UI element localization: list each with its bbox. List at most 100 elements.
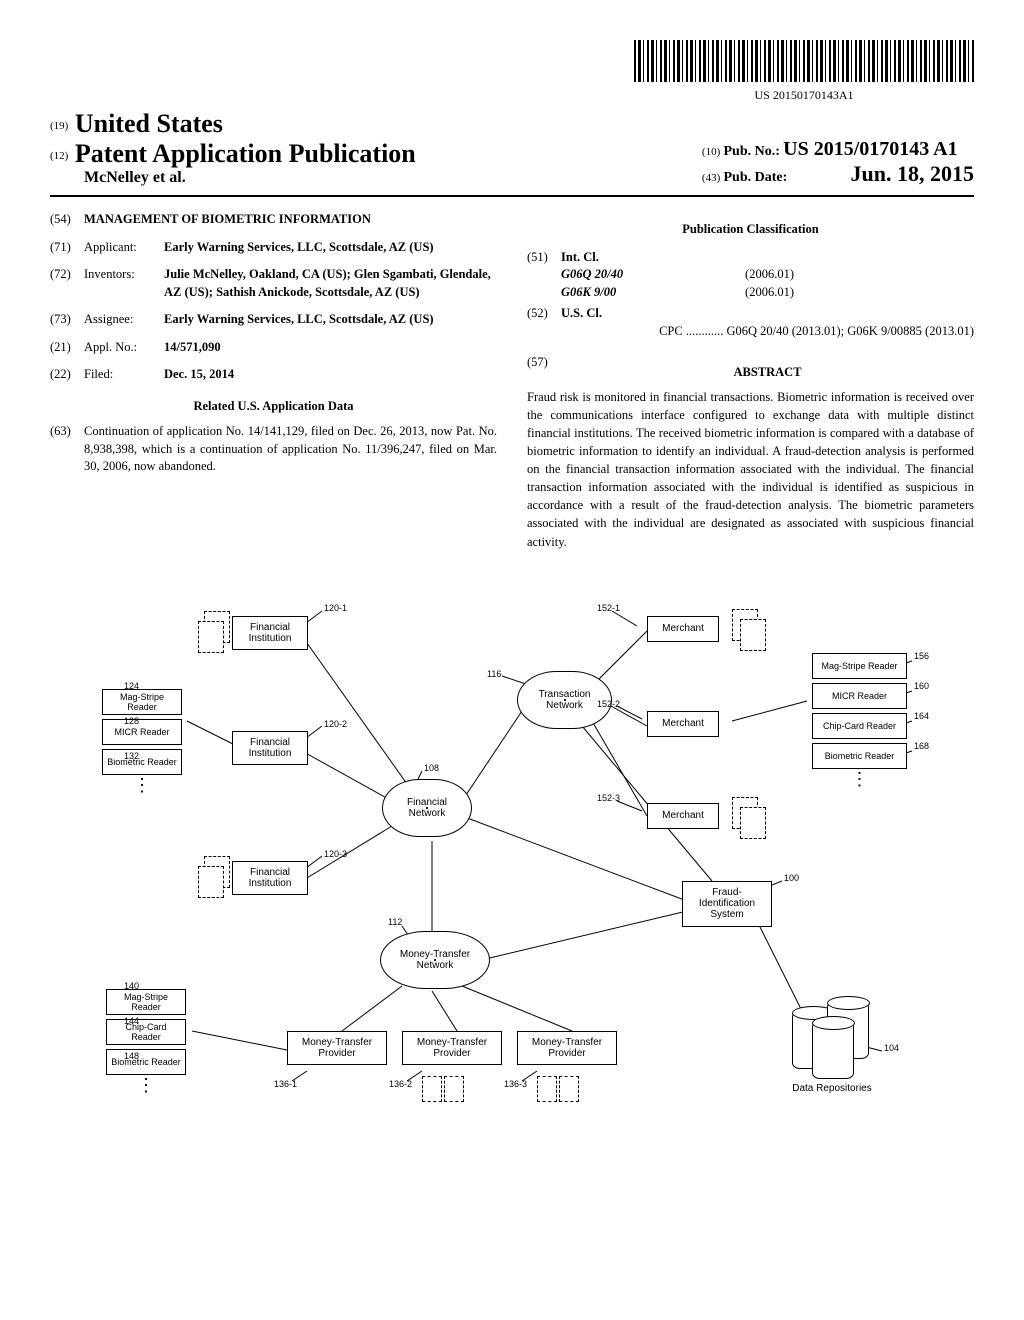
ghost-icon bbox=[559, 1076, 579, 1102]
pubno-value: US 2015/0170143 A1 bbox=[783, 138, 957, 160]
ref-160: 160 bbox=[914, 681, 929, 691]
fi-box-1: Financial Institution bbox=[232, 616, 308, 650]
pubdate-label: Pub. Date: bbox=[723, 170, 787, 185]
patent-figure: Financial Institution 120-1 Financial In… bbox=[92, 591, 932, 1151]
assignee-field: (73) Assignee: Early Warning Services, L… bbox=[50, 311, 497, 329]
ref-104: 104 bbox=[884, 1043, 899, 1053]
pubno-label: Pub. No.: bbox=[723, 144, 779, 159]
ghost-icon bbox=[537, 1076, 557, 1102]
reader-stack-left: Mag-Stripe Reader MICR Reader Biometric … bbox=[102, 689, 182, 790]
barcode-area: US 20150170143A1 bbox=[50, 40, 974, 103]
mag-stripe-reader: Mag-Stripe Reader bbox=[106, 989, 186, 1015]
cylinder-icon bbox=[812, 1021, 854, 1079]
assignee-value: Early Warning Services, LLC, Scottsdale,… bbox=[164, 311, 497, 329]
ref-136-1: 136-1 bbox=[274, 1079, 297, 1089]
mt-provider-2: Money-Transfer Provider bbox=[402, 1031, 502, 1065]
title-field: (54) MANAGEMENT OF BIOMETRIC INFORMATION bbox=[50, 211, 497, 229]
ref-132: 132 bbox=[124, 751, 139, 761]
ref-108: 108 bbox=[424, 763, 439, 773]
inventors-field: (72) Inventors: Julie McNelley, Oakland,… bbox=[50, 266, 497, 301]
pubtype-text: Patent Application Publication bbox=[75, 139, 416, 168]
pubtype-line: (12) Patent Application Publication bbox=[50, 139, 416, 169]
authors-line: McNelley et al. bbox=[84, 169, 416, 187]
country-line: (19) United States bbox=[50, 109, 416, 139]
intcl-code: (51) bbox=[527, 249, 561, 267]
biometric-reader: Biometric Reader bbox=[106, 1049, 186, 1075]
barcode-text: US 20150170143A1 bbox=[634, 88, 974, 103]
abstract-code: (57) bbox=[527, 354, 561, 388]
ref-152-1: 152-1 bbox=[597, 603, 620, 613]
abstract-heading: ABSTRACT bbox=[561, 364, 974, 382]
intcl-1-class: G06Q 20/40 bbox=[561, 266, 623, 284]
applicant-code: (71) bbox=[50, 239, 84, 257]
financial-network-cloud: Financial Network bbox=[382, 779, 472, 837]
ref-168: 168 bbox=[914, 741, 929, 751]
pubno-prefix: (10) bbox=[702, 146, 720, 158]
applicant-value: Early Warning Services, LLC, Scottsdale,… bbox=[164, 239, 497, 257]
mt-provider-3: Money-Transfer Provider bbox=[517, 1031, 617, 1065]
merchant-box-3: Merchant bbox=[647, 803, 719, 829]
continuation-text: Continuation of application No. 14/141,1… bbox=[84, 423, 497, 476]
ref-144: 144 bbox=[124, 1016, 139, 1026]
country-name: United States bbox=[75, 109, 223, 138]
dots-icon: ⋮ bbox=[102, 781, 182, 790]
mt-provider-1: Money-Transfer Provider bbox=[287, 1031, 387, 1065]
ghost-icon bbox=[422, 1076, 442, 1102]
fraud-system-box: Fraud-Identification System bbox=[682, 881, 772, 927]
applno-code: (21) bbox=[50, 339, 84, 357]
pubdate-value: Jun. 18, 2015 bbox=[851, 161, 974, 186]
data-repositories-label: Data Repositories bbox=[792, 1083, 872, 1094]
abstract-row: (57) ABSTRACT bbox=[527, 354, 974, 388]
header-row: (19) United States (12) Patent Applicati… bbox=[50, 109, 974, 187]
pubtype-prefix: (12) bbox=[50, 150, 68, 162]
assignee-code: (73) bbox=[50, 311, 84, 329]
micr-reader: MICR Reader bbox=[812, 683, 907, 709]
chip-card-reader: Chip-Card Reader bbox=[106, 1019, 186, 1045]
intcl-row: (51) Int. Cl. bbox=[527, 249, 974, 267]
merchant-box-2: Merchant bbox=[647, 711, 719, 737]
inventors-value: Julie McNelley, Oakland, CA (US); Glen S… bbox=[164, 266, 497, 301]
uscl-cpc: CPC ............ G06Q 20/40 (2013.01); G… bbox=[561, 323, 974, 341]
ref-152-2: 152-2 bbox=[597, 699, 620, 709]
abstract-text: Fraud risk is monitored in financial tra… bbox=[527, 388, 974, 551]
dots-icon: ⋮ bbox=[106, 1081, 186, 1090]
fi-box-2: Financial Institution bbox=[232, 731, 308, 765]
uscl-code: (52) bbox=[527, 305, 561, 323]
uscl-row: (52) U.S. Cl. bbox=[527, 305, 974, 323]
chip-card-reader: Chip-Card Reader bbox=[812, 713, 907, 739]
ref-148: 148 bbox=[124, 1051, 139, 1061]
intcl-2-date: (2006.01) bbox=[745, 284, 794, 302]
reader-stack-bottom-left: Mag-Stripe Reader Chip-Card Reader Biome… bbox=[106, 989, 186, 1090]
pubdate-line: (43) Pub. Date: Jun. 18, 2015 bbox=[702, 161, 974, 187]
pubno-line: (10) Pub. No.: US 2015/0170143 A1 bbox=[702, 138, 974, 161]
ref-156: 156 bbox=[914, 651, 929, 661]
biometric-reader: Biometric Reader bbox=[812, 743, 907, 769]
ref-100: 100 bbox=[784, 873, 799, 883]
ref-120-3: 120-3 bbox=[324, 849, 347, 859]
assignee-text: Early Warning Services, LLC, Scottsdale,… bbox=[164, 312, 434, 326]
assignee-label: Assignee: bbox=[84, 311, 164, 329]
biblio-columns: (54) MANAGEMENT OF BIOMETRIC INFORMATION… bbox=[50, 211, 974, 551]
barcode-graphic bbox=[634, 40, 974, 82]
continuation-field: (63) Continuation of application No. 14/… bbox=[50, 423, 497, 476]
applno-value: 14/571,090 bbox=[164, 339, 497, 357]
ref-140: 140 bbox=[124, 981, 139, 991]
ref-124: 124 bbox=[124, 681, 139, 691]
right-column: Publication Classification (51) Int. Cl.… bbox=[527, 211, 974, 551]
ref-152-3: 152-3 bbox=[597, 793, 620, 803]
applno-field: (21) Appl. No.: 14/571,090 bbox=[50, 339, 497, 357]
related-heading: Related U.S. Application Data bbox=[50, 398, 497, 416]
ghost-icon bbox=[740, 619, 766, 651]
ghost-icon bbox=[198, 621, 224, 653]
filed-field: (22) Filed: Dec. 15, 2014 bbox=[50, 366, 497, 384]
dots-icon: ⋮ bbox=[812, 775, 907, 784]
ref-164: 164 bbox=[914, 711, 929, 721]
applicant-field: (71) Applicant: Early Warning Services, … bbox=[50, 239, 497, 257]
applicant-text: Early Warning Services, LLC, Scottsdale,… bbox=[164, 240, 434, 254]
ref-116: 116 bbox=[487, 669, 501, 679]
invention-title: MANAGEMENT OF BIOMETRIC INFORMATION bbox=[84, 211, 497, 229]
classification-heading: Publication Classification bbox=[527, 221, 974, 239]
applicant-label: Applicant: bbox=[84, 239, 164, 257]
intcl-1-date: (2006.01) bbox=[745, 266, 794, 284]
ghost-icon bbox=[740, 807, 766, 839]
